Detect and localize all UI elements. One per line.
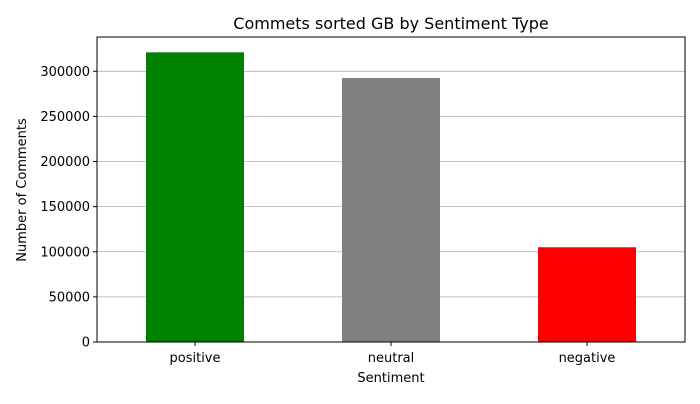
y-tick-label-4: 200000	[40, 155, 90, 170]
chart-title: Commets sorted GB by Sentiment Type	[233, 14, 548, 33]
x-tick-label-positive: positive	[170, 351, 221, 366]
y-tick-label-0: 0	[82, 336, 90, 351]
y-axis-label: Number of Comments	[15, 118, 30, 262]
y-tick-label-5: 250000	[40, 110, 90, 125]
y-tick-label-6: 300000	[40, 65, 90, 80]
bar-neutral	[342, 78, 440, 343]
bar-negative	[538, 247, 636, 342]
y-tick-label-1: 50000	[49, 290, 90, 305]
x-axis-ticks: positive neutral negative	[170, 342, 616, 366]
y-tick-label-2: 100000	[40, 245, 90, 260]
bars	[146, 52, 636, 343]
y-tick-label-3: 150000	[40, 200, 90, 215]
y-axis-ticks: 0 50000 100000 150000 200000 250000 300000	[40, 65, 97, 351]
x-axis-label: Sentiment	[357, 371, 424, 386]
bar-positive	[146, 52, 244, 342]
x-tick-label-negative: negative	[559, 351, 616, 366]
x-tick-label-neutral: neutral	[368, 351, 415, 366]
